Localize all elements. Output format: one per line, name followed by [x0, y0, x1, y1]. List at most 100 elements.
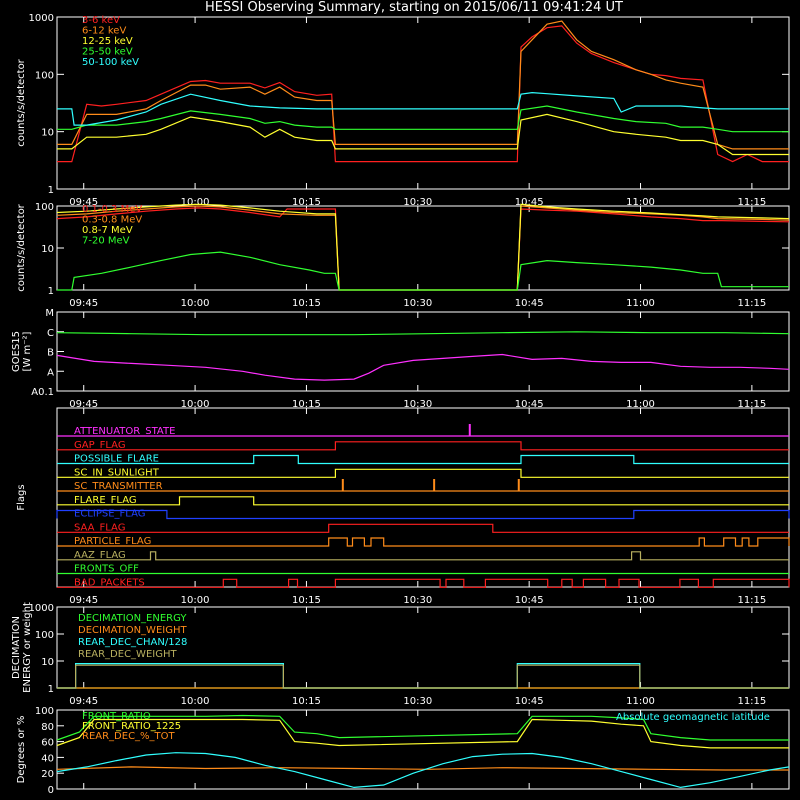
x-tick-label: 11:15 [737, 595, 766, 606]
y-tick-label: B [47, 348, 54, 359]
series-line-REAR_DEC_CHAN/128 [57, 662, 789, 689]
legend-entry: 12-25 keV [82, 36, 133, 47]
series-line-REAR_DEC_%_TOT [56, 766, 789, 771]
x-tick-label: 09:45 [69, 399, 98, 410]
flag-label: AAZ_FLAG [74, 550, 126, 561]
x-tick-label: 11:15 [737, 696, 766, 707]
y-tick-label: 1 [48, 185, 54, 196]
legend-entry: 7-20 MeV [82, 236, 130, 247]
y-tick-label: 100 [35, 70, 54, 81]
flag-line-sc_in_sunlight [57, 468, 789, 478]
legend-entry: 0.1-0.3 MeV [82, 204, 142, 215]
y-tick-label: 1000 [29, 13, 54, 24]
legend-entry: REAR_DEC_CHAN/128 [78, 637, 187, 648]
series-line-Absolute geomagnetic latitude [56, 752, 790, 789]
x-tick-label: 09:45 [69, 298, 98, 309]
legend-entry: REAR_DEC_%_TOT [82, 731, 176, 742]
y-tick-label: 10 [41, 657, 54, 668]
x-tick-label: 10:00 [181, 399, 210, 410]
x-tick-label: 10:15 [292, 595, 321, 606]
legend-entry: 3-6 keV [82, 15, 120, 26]
x-tick-label: 11:00 [626, 298, 655, 309]
x-tick-label: 10:00 [181, 197, 210, 208]
x-tick-label: 11:00 [626, 399, 655, 410]
flag-label: SAA_FLAG [74, 522, 125, 533]
goes-green-line [56, 331, 790, 336]
flag-label: PARTICLE_FLAG [74, 536, 151, 547]
series-line-0.8-7 MeV [56, 203, 790, 291]
x-tick-label: 10:30 [403, 399, 432, 410]
y-tick-label: 100 [35, 202, 54, 213]
y-tick-label: 10 [41, 128, 54, 139]
x-tick-label: 11:15 [737, 298, 766, 309]
x-tick-label: 10:15 [292, 399, 321, 410]
legend-entry: DECIMATION_ENERGY [78, 613, 187, 624]
y-tick-label: M [45, 308, 54, 319]
x-tick-label: 11:15 [737, 197, 766, 208]
flag-label: ATTENUATOR_STATE [74, 426, 175, 437]
y-axis-label: DECIMATION [11, 616, 22, 679]
y-tick-label: 60 [41, 738, 54, 749]
goes-magenta-line [56, 353, 790, 381]
y-tick-label: 100 [35, 630, 54, 641]
x-tick-label: 10:15 [292, 298, 321, 309]
x-tick-label: 10:00 [181, 696, 210, 707]
x-tick-label: 10:00 [181, 595, 210, 606]
panel-1-frame [56, 16, 790, 190]
flag-line-saa_flag [57, 523, 789, 533]
y-tick-label: A [47, 367, 54, 378]
legend-entry: REAR_DEC_WEIGHT [78, 649, 177, 660]
y-tick-label: 0 [48, 785, 54, 796]
series-line-7-20 MeV [57, 251, 789, 291]
series-line-FRONT_RATIO_1225 [56, 718, 789, 749]
y-axis-label: Flags [16, 484, 27, 510]
y-tick-label: 100 [35, 706, 54, 717]
y-tick-label: 40 [41, 753, 54, 764]
y-tick-label: A0.1 [31, 387, 54, 398]
flag-label: POSSIBLE_FLARE [74, 454, 159, 465]
x-tick-label: 10:45 [515, 399, 544, 410]
y-axis-label: [W m⁻²] [22, 331, 33, 371]
flag-line-flare_flag [57, 496, 789, 506]
flag-label: GAP_FLAG [74, 440, 126, 451]
flag-label: SC_IN_SUNLIGHT [74, 467, 160, 478]
legend-entry: 0.3-0.8 MeV [82, 215, 142, 226]
series-line-25-50 keV [57, 105, 789, 133]
series-line-50-100 keV [57, 91, 789, 126]
legend-entry: 0.8-7 MeV [82, 225, 133, 236]
flag-label: ECLIPSE_FLAG [74, 509, 145, 520]
geomagnetic-latitude-label: Absolute geomagnetic latitude [616, 712, 770, 723]
legend-entry: DECIMATION_WEIGHT [78, 625, 187, 636]
x-tick-label: 10:30 [403, 696, 432, 707]
flag-line-gap_flag [57, 441, 789, 451]
y-axis-label: Degrees or % [16, 716, 27, 784]
y-axis-label: ENERGY or weight [22, 602, 33, 693]
flag-line-particle_flag [57, 537, 790, 547]
x-tick-label: 10:15 [292, 696, 321, 707]
x-tick-label: 09:45 [69, 197, 98, 208]
legend-entry: FRONT_RATIO [82, 711, 151, 722]
series-line-FRONT_RATIO [56, 714, 789, 741]
x-tick-label: 10:15 [292, 197, 321, 208]
x-tick-label: 09:45 [69, 595, 98, 606]
figure-title: HESSI Observing Summary, starting on 201… [205, 0, 623, 15]
y-axis-label: GOES15 [11, 331, 22, 372]
series-line-12-25 keV [57, 113, 789, 156]
legend-entry: 6-12 keV [82, 26, 126, 37]
x-tick-label: 11:00 [626, 696, 655, 707]
panel-4-frame [56, 407, 790, 588]
series-line-0.1-0.3 MeV [56, 207, 790, 291]
legend-entry: 25-50 keV [82, 47, 133, 58]
x-tick-label: 10:30 [403, 298, 432, 309]
y-tick-label: 1 [48, 286, 54, 297]
panel-6-frame [56, 709, 790, 790]
panel-3-frame [56, 311, 790, 392]
series-line-3-6 keV [57, 25, 789, 163]
y-tick-label: 1 [48, 684, 54, 695]
flag-line-eclipse_flag [56, 509, 790, 520]
y-tick-label: 10 [41, 244, 54, 255]
flag-line-aaz_flag [57, 551, 789, 561]
flag-label: FLARE_FLAG [74, 495, 137, 506]
flag-line-possible_flare [57, 454, 789, 465]
